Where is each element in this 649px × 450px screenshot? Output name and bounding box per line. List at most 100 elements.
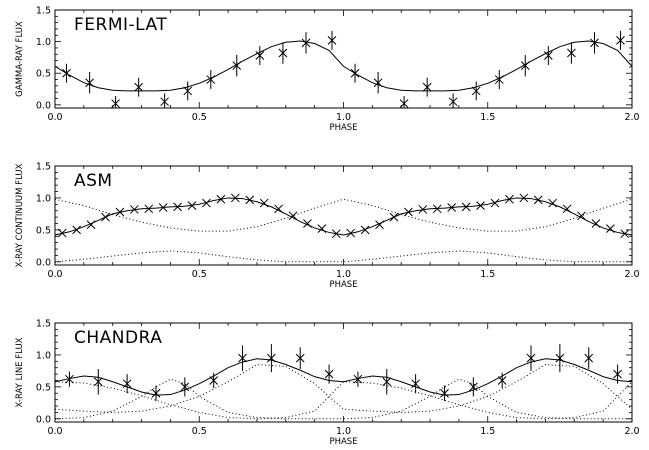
data-point	[151, 385, 161, 401]
x-tick-label: 1.5	[480, 112, 495, 123]
x-tick-label: 0.0	[47, 112, 62, 123]
data-point	[301, 32, 311, 54]
y-tick-label: 1.0	[36, 350, 51, 361]
series-group	[55, 30, 632, 108]
data-point-mark	[606, 224, 615, 233]
y-tick-label: 1.0	[36, 193, 51, 204]
x-tick-label: 2.0	[624, 426, 639, 437]
data-point	[440, 385, 449, 401]
data-point	[93, 368, 103, 395]
data-point	[122, 374, 132, 394]
y-tick-label: 1.0	[36, 37, 51, 48]
data-point	[209, 372, 219, 389]
y-tick-label: 1.5	[36, 162, 51, 173]
data-point-mark	[72, 225, 81, 235]
data-point-mark	[562, 204, 572, 214]
x-tick-label: 1.0	[336, 112, 351, 123]
x-tick-label: 0.0	[47, 426, 62, 437]
data-point	[577, 211, 586, 221]
panel-title: FERMI-LAT	[74, 15, 167, 35]
data-point	[160, 93, 169, 108]
data-point-mark	[288, 211, 298, 221]
data-point	[72, 225, 81, 235]
y-tick-label: 0.5	[36, 225, 51, 236]
data-point	[616, 30, 625, 50]
y-tick-label: 0.0	[36, 414, 51, 425]
y-tick-label: 1.5	[36, 6, 51, 17]
y-axis-title: GAMMA-RAY FLUX	[15, 21, 25, 97]
data-point	[134, 77, 144, 97]
x-tick-label: 1.0	[336, 269, 351, 280]
x-tick-label: 0.5	[192, 426, 207, 437]
panel-title: CHANDRA	[74, 328, 162, 348]
data-point	[288, 211, 298, 221]
data-point	[468, 377, 478, 397]
data-point	[399, 95, 409, 108]
data-point	[411, 374, 420, 394]
plot-frame	[54, 165, 633, 266]
data-point	[590, 32, 599, 54]
series-group	[55, 344, 632, 420]
model-curve	[55, 40, 632, 92]
data-point	[111, 95, 120, 108]
x-tick-label: 2.0	[624, 112, 639, 123]
data-point	[497, 372, 507, 389]
data-point	[202, 198, 211, 208]
data-point	[584, 347, 594, 369]
x-tick-label: 0.0	[47, 269, 62, 280]
data-point-mark	[317, 224, 327, 233]
x-axis-title: PHASE	[329, 280, 357, 290]
data-point-mark	[490, 198, 500, 208]
panel-title: ASM	[74, 171, 113, 191]
data-point	[238, 345, 247, 371]
data-point	[65, 371, 74, 387]
data-point-mark	[274, 204, 283, 214]
panel-3: 0.0 0.5 1.0 1.5 2.0 0.0 0.5 1.0 1.5 PHASE X-RAY LI…	[15, 319, 640, 448]
y-tick-label: 0.0	[36, 257, 51, 268]
data-point	[180, 377, 190, 397]
data-point	[526, 345, 536, 371]
data-point	[295, 347, 305, 369]
data-point	[490, 198, 500, 208]
y-tick-label: 1.5	[36, 319, 51, 330]
data-point	[327, 30, 337, 50]
component-curve	[55, 198, 632, 232]
data-point	[278, 42, 288, 64]
x-tick-label: 0.5	[192, 269, 207, 280]
data-point	[183, 81, 193, 101]
x-tick-label: 2.0	[624, 269, 639, 280]
y-tick-label: 0.0	[36, 100, 51, 111]
x-tick-label: 0.5	[192, 112, 207, 123]
component-curve	[55, 364, 632, 413]
data-point	[360, 225, 370, 235]
model-curve	[55, 358, 632, 396]
data-point-mark	[548, 198, 558, 208]
data-point	[567, 42, 576, 64]
component-curve	[55, 378, 632, 420]
data-point	[267, 344, 276, 373]
y-tick-label: 0.5	[36, 382, 51, 393]
panel-1: 0.0 0.5 1.0 1.5 2.0 0.0 0.5 1.0 1.5 PHASE GAMMA-RA…	[15, 6, 640, 134]
data-point	[448, 93, 458, 108]
y-axis-title: X-RAY CONTINUUM FLUX	[15, 163, 25, 267]
x-axis-title: PHASE	[329, 437, 357, 447]
model-curve	[55, 197, 632, 236]
data-point-mark	[303, 219, 312, 228]
data-point-mark	[591, 219, 601, 228]
series-group	[55, 193, 632, 263]
data-point-mark	[360, 225, 370, 235]
data-point	[382, 368, 392, 395]
x-axis-title: PHASE	[329, 123, 357, 133]
data-point	[85, 71, 94, 94]
y-tick-label: 0.5	[36, 69, 51, 80]
component-curve	[55, 381, 632, 420]
data-point	[422, 77, 432, 97]
data-point	[543, 46, 553, 66]
data-point-mark	[259, 198, 269, 208]
panel-2: 0.0 0.5 1.0 1.5 2.0 0.0 0.5 1.0 1.5 PHASE X-RAY CO…	[15, 162, 640, 291]
data-point-mark	[202, 198, 211, 208]
data-point	[373, 71, 383, 94]
data-point	[353, 371, 363, 387]
y-axis-title: X-RAY LINE FLUX	[15, 337, 25, 407]
